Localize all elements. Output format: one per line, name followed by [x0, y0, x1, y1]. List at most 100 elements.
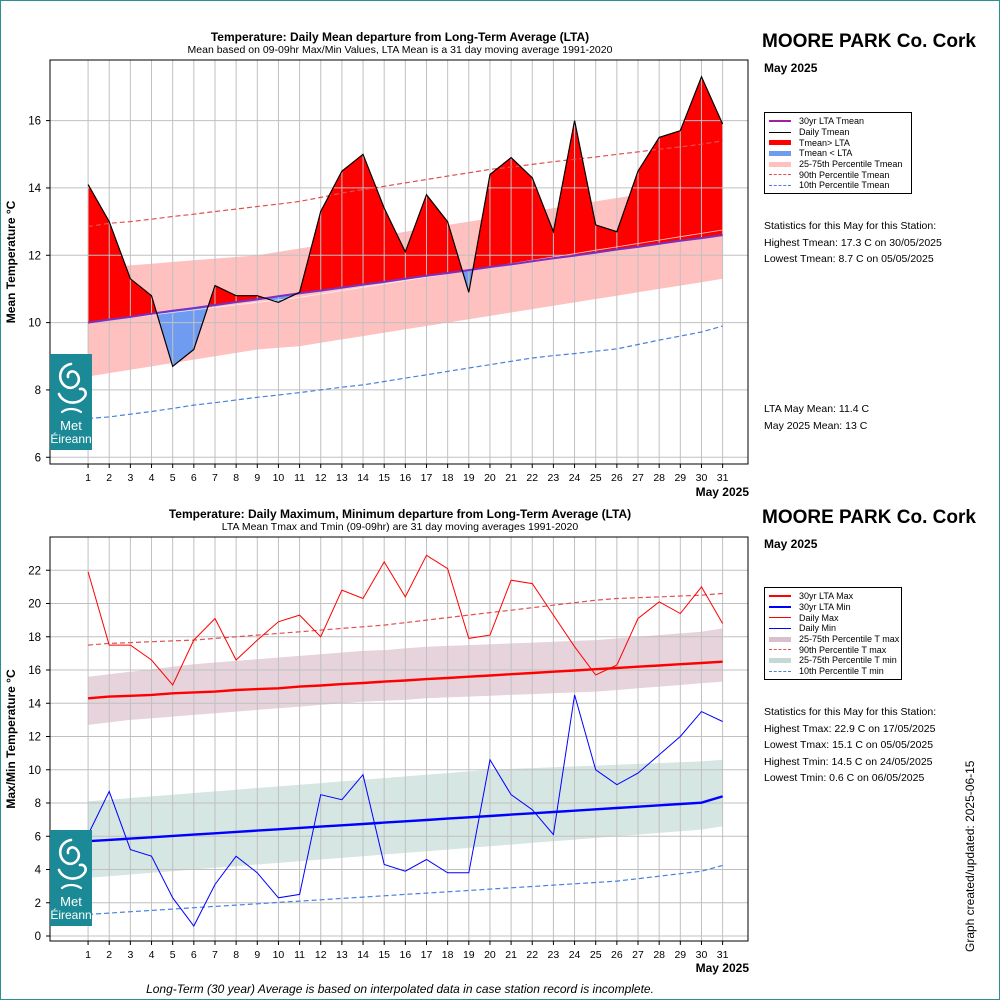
- legend-swatch: [769, 161, 791, 167]
- tmean-above-lta-area: [701, 76, 723, 239]
- series-lta-max: [88, 660, 723, 700]
- tmean-above-lta-area: [215, 285, 237, 306]
- y-tick-label: 8: [35, 385, 41, 397]
- y-tick-label: 2: [35, 898, 41, 910]
- legend-swatch: [769, 606, 791, 609]
- x-tick-label: 19: [463, 949, 475, 961]
- x-tick-label: 2: [106, 472, 112, 484]
- plot-area: [50, 537, 748, 941]
- x-tick-label: 31: [717, 472, 729, 484]
- legend-item: 10th Percentile T min: [769, 666, 897, 677]
- x-tick-label: 11: [294, 949, 305, 961]
- legend-item: 90th Percentile T max: [769, 644, 897, 655]
- bottom-chart: 1 2 3 4 5 6 7 8 9 10 11 12 13 14 15 16 17 18 19 20 21 22 23 24 2…: [4, 507, 749, 975]
- x-tick-label: 29: [674, 472, 686, 484]
- x-tick-label: 31: [717, 949, 729, 961]
- x-tick-label: 24: [569, 472, 581, 484]
- series-lta-tmean: [87, 234, 723, 324]
- tmean-above-lta-area: [320, 171, 342, 291]
- y-axis-label: Mean Temperature °C: [4, 200, 18, 323]
- tmean-above-lta-area: [130, 278, 152, 317]
- met-eireann-swirl-icon: [57, 838, 87, 890]
- x-tick-label: 1: [85, 472, 91, 484]
- x-tick-label: 14: [357, 949, 369, 961]
- legend-label: Tmean < LTA: [799, 148, 853, 159]
- tmean-above-lta-area: [405, 194, 427, 279]
- legend-item: Daily Max: [769, 612, 897, 623]
- series-daily-max: [87, 554, 724, 686]
- stats-line: Highest Tmin: 14.5 C on 24/05/2025: [764, 755, 933, 768]
- chart-subtitle: Mean based on 09-09hr Max/Min Values, LT…: [188, 44, 613, 56]
- x-tick-label: 10: [273, 949, 285, 961]
- x-tick-label: 19: [463, 472, 475, 484]
- y-tick-label: 14: [28, 698, 41, 710]
- legend-label: Daily Tmean: [799, 127, 850, 138]
- legend-label: 10th Percentile T min: [799, 666, 884, 677]
- tmean-above-lta-area: [490, 157, 512, 267]
- x-tick-label: 30: [696, 472, 708, 484]
- legend-label: 25-75th Percentile Tmean: [799, 159, 903, 170]
- x-tick-label: 20: [484, 949, 496, 961]
- x-tick-label: 4: [149, 472, 155, 484]
- y-tick-label: 20: [28, 599, 41, 611]
- x-tick-label: 2: [106, 949, 112, 961]
- stats-line: Highest Tmean: 17.3 C on 30/05/2025: [764, 236, 942, 249]
- lta-line: LTA May Mean: 11.4 C: [764, 403, 870, 415]
- x-tick-label: 28: [653, 472, 665, 484]
- x-tick-label: 10: [273, 472, 285, 484]
- x-tick-label: 18: [442, 472, 454, 484]
- legend-item: 25-75th Percentile T max: [769, 634, 899, 645]
- y-tick-label: 6: [35, 452, 41, 464]
- x-tick-label: 23: [548, 949, 560, 961]
- stats-title: Statistics for this May for this Station…: [764, 706, 937, 718]
- legend-swatch: [769, 636, 791, 642]
- plot-frame: [49, 59, 749, 465]
- legend-label: 30yr LTA Tmean: [799, 116, 865, 127]
- station-title-top: MOORE PARK Co. Cork: [762, 31, 976, 52]
- tmean-above-lta-area: [553, 120, 575, 259]
- y-tick-label: 14: [28, 183, 41, 195]
- y-tick-label: 8: [35, 798, 41, 810]
- x-tick-label: 5: [170, 472, 176, 484]
- x-tick-label: 25: [590, 949, 602, 961]
- top-chart: 1 2 3 4 5 6 7 8 9 10 11 12 13 14 15 16 17 18 19 20 21 22 23 24 2…: [4, 30, 749, 499]
- x-tick-label: 13: [336, 949, 348, 961]
- y-tick-label: 12: [28, 732, 41, 744]
- legend-label: 30yr LTA Max: [799, 591, 854, 602]
- tmean-above-lta-area: [532, 177, 554, 262]
- graph-updated-label: Graph created/updated: 2025-06-15: [963, 760, 977, 952]
- legend-swatch: [769, 174, 791, 176]
- x-tick-label: 13: [336, 472, 348, 484]
- y-tick-label: 22: [28, 565, 41, 577]
- x-tick-label: 28: [653, 949, 665, 961]
- x-tick-label: 7: [212, 949, 218, 961]
- y-tick-label: 6: [35, 831, 41, 843]
- legend-label: 90th Percentile T max: [799, 644, 887, 655]
- x-tick-label: 21: [505, 472, 517, 484]
- footnote: Long-Term (30 year) Average is based on …: [146, 982, 654, 996]
- x-axis-label: May 2025: [696, 485, 750, 499]
- x-tick-label: 9: [254, 949, 260, 961]
- x-tick-label: 7: [212, 472, 218, 484]
- legend-label: 30yr LTA Min: [799, 602, 851, 613]
- stats-line: Lowest Tmin: 0.6 C on 06/05/2025: [764, 772, 925, 784]
- x-tick-label: 22: [526, 949, 538, 961]
- x-tick-label: 30: [696, 949, 708, 961]
- y-tick-label: 10: [28, 318, 41, 330]
- legend-item: 90th Percentile Tmean: [769, 169, 907, 180]
- x-axis-label: May 2025: [696, 961, 750, 975]
- x-tick-label: 20: [484, 472, 496, 484]
- legend-item: 30yr LTA Min: [769, 602, 897, 613]
- legend-label: Daily Max: [799, 612, 839, 623]
- x-tick-label: 14: [357, 472, 369, 484]
- x-tick-label: 12: [315, 949, 327, 961]
- legend-label: 10th Percentile Tmean: [799, 180, 890, 191]
- stats-line: Lowest Tmax: 15.1 C on 05/05/2025: [764, 739, 934, 751]
- x-tick-label: 27: [632, 472, 644, 484]
- x-tick-label: 23: [548, 472, 560, 484]
- x-tick-label: 25: [590, 472, 602, 484]
- y-tick-label: 10: [28, 765, 41, 777]
- legend-swatch: [769, 617, 791, 619]
- chart-subtitle: LTA Mean Tmax and Tmin (09-09hr) are 31 …: [222, 521, 579, 533]
- x-tick-label: 12: [315, 472, 327, 484]
